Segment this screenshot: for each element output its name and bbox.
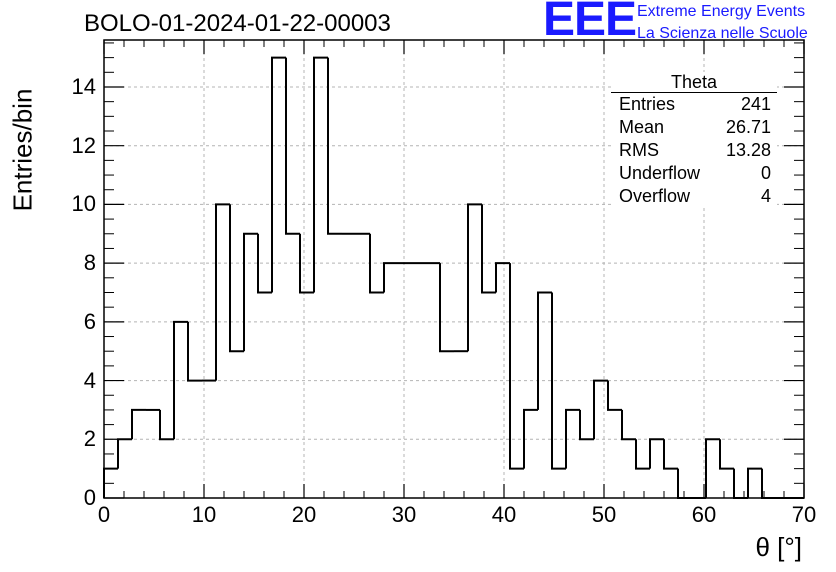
histogram-bin [131, 408, 146, 440]
y-tick-label: 8 [83, 250, 96, 276]
histogram-bin [523, 408, 538, 469]
histogram-bin [649, 438, 664, 469]
x-tick-label: 30 [391, 502, 417, 527]
stats-row-mean: Mean 26.71 [611, 116, 777, 139]
stats-label: Mean [619, 117, 665, 137]
stats-value: 241 [740, 94, 771, 114]
y-tick-label: 2 [83, 426, 96, 452]
histogram-bin [565, 408, 580, 469]
histogram-bars [103, 56, 804, 499]
histogram-bin [257, 233, 272, 294]
histogram-bin [299, 233, 314, 294]
y-tick-label: 14 [71, 73, 96, 99]
stats-value: 26.71 [725, 117, 771, 137]
axis-ticks [103, 40, 805, 499]
stats-label: Entries [619, 94, 676, 114]
histogram-bin [495, 262, 510, 293]
histogram-bin [467, 203, 482, 352]
histogram-bin [621, 409, 636, 441]
histogram-bin [229, 204, 244, 353]
histogram-bin [327, 57, 342, 235]
histogram-bin [187, 321, 202, 382]
x-tick-label: 0 [97, 502, 111, 527]
histogram-bin [383, 262, 398, 293]
histogram-bin [551, 292, 566, 470]
x-axis-label: θ [°] [755, 532, 802, 562]
histogram-bin [677, 468, 692, 499]
x-tick-label: 10 [191, 502, 217, 527]
stats-title: Theta [611, 72, 777, 93]
stats-value: 4 [760, 186, 771, 206]
histogram-bin [271, 56, 286, 293]
y-tick-label: 12 [71, 132, 96, 158]
histogram-bin [663, 439, 678, 470]
y-tick-label: 10 [71, 191, 96, 217]
stats-label: Underflow [619, 163, 701, 183]
histogram-bin [173, 320, 188, 440]
stats-label: RMS [619, 140, 659, 160]
histogram-bin [215, 203, 230, 381]
logo-line-2: La Scienza nelle Scuole [637, 25, 808, 42]
histogram-bin [439, 263, 454, 353]
histogram-bin [705, 438, 720, 498]
stats-box: Theta Entries 241 Mean 26.71 RMS 13.28 U… [611, 72, 777, 208]
eee-logo: EEE [543, 0, 637, 46]
histogram-bin [509, 263, 524, 470]
histogram-bin [747, 467, 762, 498]
stats-row-entries: Entries 241 [611, 93, 777, 116]
histogram-title: BOLO-01-2024-01-22-00003 [84, 10, 391, 37]
y-tick-label: 4 [83, 367, 96, 393]
stats-label: Overflow [619, 186, 691, 206]
stats-value: 0 [760, 163, 771, 183]
y-axis-label: Entries/bin [7, 88, 38, 212]
histogram-bin [159, 409, 174, 441]
histogram-bin [313, 56, 328, 293]
x-tick-label: 40 [491, 502, 517, 527]
histogram-bin [607, 380, 622, 411]
histogram-bin [117, 438, 132, 469]
stats-row-overflow: Overflow 4 [611, 185, 777, 208]
x-tick-label: 70 [791, 502, 817, 527]
stats-value: 13.28 [725, 140, 771, 160]
stats-row-underflow: Underflow 0 [611, 162, 777, 185]
plot-frame [103, 39, 805, 499]
histogram-bin [369, 233, 384, 294]
y-tick-label: 0 [83, 485, 96, 510]
histogram-bin [243, 232, 258, 352]
histogram-bin [481, 204, 496, 294]
histogram-bin [285, 57, 300, 235]
histogram-bin [733, 468, 748, 499]
histogram-bin [719, 439, 734, 470]
histogram-bin [593, 379, 608, 440]
histogram-bin [579, 409, 594, 441]
y-tick-label: 6 [83, 308, 96, 334]
histogram-bin [635, 439, 650, 470]
x-tick-label: 20 [291, 502, 317, 527]
logo-line-1: Extreme Energy Events [637, 3, 806, 20]
x-tick-label: 60 [691, 502, 717, 527]
stats-row-rms: RMS 13.28 [611, 139, 777, 162]
x-tick-label: 50 [591, 502, 617, 527]
y-axis-label-wrap: Entries/bin [3, 89, 43, 212]
histogram-bin [537, 291, 552, 410]
